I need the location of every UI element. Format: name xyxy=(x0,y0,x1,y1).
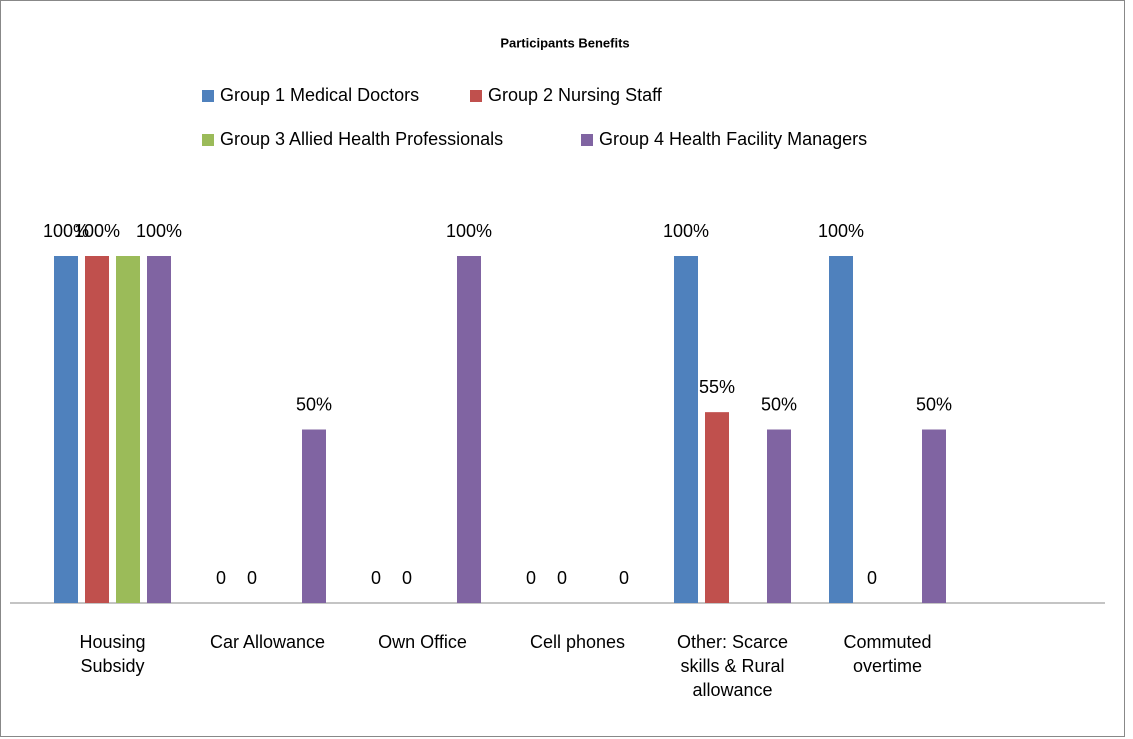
legend-label: Group 2 Nursing Staff xyxy=(488,85,663,105)
bar xyxy=(705,412,729,603)
chart-title: Participants Benefits xyxy=(500,35,629,50)
bar xyxy=(767,429,791,603)
x-tick-label: Other: Scarce skills & Rural allowance xyxy=(676,632,789,700)
legend-swatch xyxy=(202,90,214,102)
bar xyxy=(54,256,78,603)
data-label: 100% xyxy=(43,221,89,241)
data-label: 100% xyxy=(74,221,120,241)
data-label: 0 xyxy=(371,568,381,588)
bar xyxy=(302,429,326,603)
legend-label: Group 4 Health Facility Managers xyxy=(599,129,867,149)
data-label: 55% xyxy=(699,377,735,397)
legend-swatch xyxy=(470,90,482,102)
data-label: 0 xyxy=(867,568,877,588)
legend-label: Group 3 Allied Health Professionals xyxy=(220,129,503,149)
bar xyxy=(674,256,698,603)
bar xyxy=(922,429,946,603)
data-label: 0 xyxy=(402,568,412,588)
data-label: 0 xyxy=(216,568,226,588)
data-label: 50% xyxy=(296,394,332,414)
data-label: 100% xyxy=(446,221,492,241)
x-tick-label: Own Office xyxy=(378,632,467,652)
x-tick-label: Housing Subsidy xyxy=(79,632,146,676)
data-label: 0 xyxy=(247,568,257,588)
bar xyxy=(147,256,171,603)
bar xyxy=(116,256,140,603)
data-label: 0 xyxy=(557,568,567,588)
data-label: 0 xyxy=(526,568,536,588)
data-label: 50% xyxy=(916,394,952,414)
legend-swatch xyxy=(202,134,214,146)
data-label: 100% xyxy=(663,221,709,241)
bar xyxy=(85,256,109,603)
x-tick-label: Commuted overtime xyxy=(843,632,932,676)
bar xyxy=(457,256,481,603)
data-label: 100% xyxy=(136,221,182,241)
bar xyxy=(829,256,853,603)
legend-label: Group 1 Medical Doctors xyxy=(220,85,419,105)
data-label: 0 xyxy=(619,568,629,588)
data-label: 50% xyxy=(761,394,797,414)
x-tick-label: Cell phones xyxy=(529,632,626,652)
legend-swatch xyxy=(581,134,593,146)
x-tick-label: Car Allowance xyxy=(209,632,326,652)
data-label: 100% xyxy=(818,221,864,241)
